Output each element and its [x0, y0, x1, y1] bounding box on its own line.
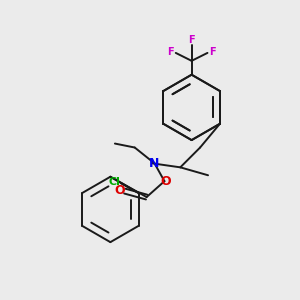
- Text: F: F: [209, 47, 216, 57]
- Text: Cl: Cl: [109, 177, 121, 187]
- Text: F: F: [167, 47, 174, 57]
- Text: N: N: [149, 157, 160, 170]
- Text: O: O: [160, 175, 171, 188]
- Text: F: F: [188, 35, 195, 45]
- Text: O: O: [115, 184, 125, 196]
